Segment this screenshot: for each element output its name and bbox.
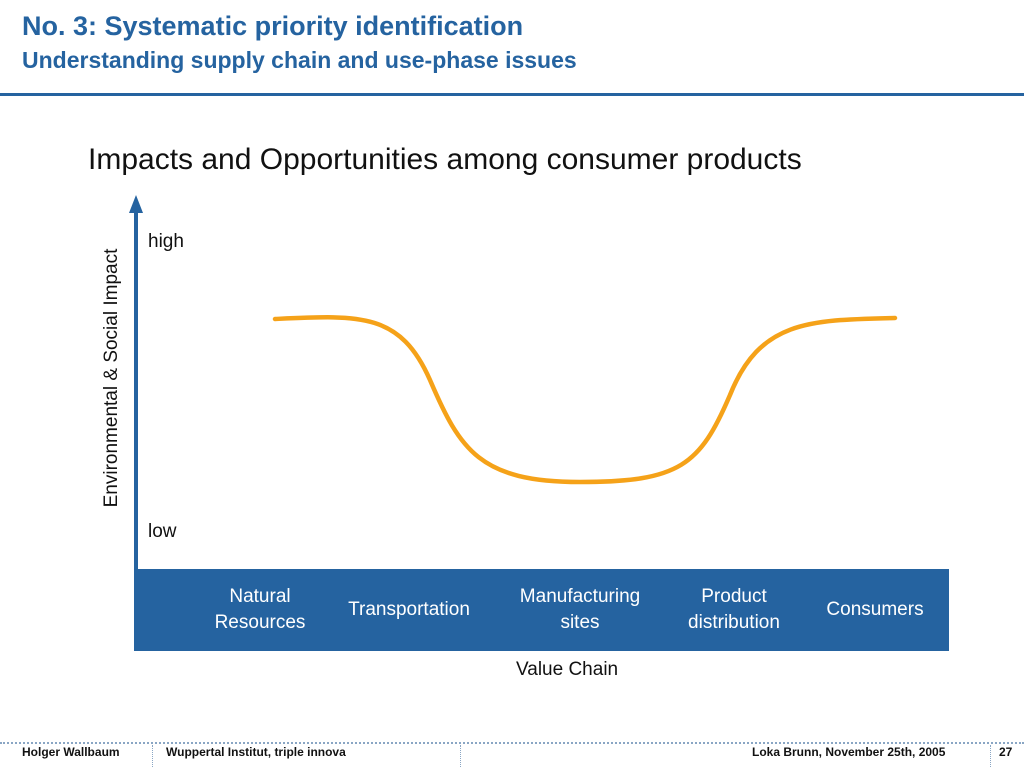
footer-organization: Wuppertal Institut, triple innova (166, 745, 346, 759)
stage-product-distribution: Product distribution (688, 586, 780, 633)
slide-title: No. 3: Systematic priority identificatio… (22, 11, 524, 41)
footer-separator (152, 745, 153, 767)
title-divider (0, 93, 1024, 96)
y-tick-high: high (148, 231, 184, 252)
stage-manufacturing-sites: Manufacturing sites (519, 586, 641, 633)
footer-author: Holger Wallbaum (22, 745, 120, 759)
slide-subtitle: Understanding supply chain and use-phase… (22, 47, 577, 73)
footer-divider (0, 742, 1024, 744)
footer-page-number: 27 (999, 745, 1013, 759)
y-axis-arrowhead (129, 195, 143, 213)
footer-separator (460, 745, 461, 767)
slide-title-block: No. 3: Systematic priority identificatio… (22, 10, 577, 74)
y-axis-label: Environmental & Social Impact (101, 248, 122, 508)
diagram-heading: Impacts and Opportunities among consumer… (88, 143, 802, 176)
y-axis-label-wrap: Environmental & Social Impact (92, 222, 132, 534)
stage-transportation: Transportation (348, 599, 470, 620)
y-tick-low: low (148, 521, 177, 542)
stage-natural-resources: Natural Resources (214, 586, 306, 633)
footer-separator (990, 745, 991, 767)
stage-consumers: Consumers (826, 599, 924, 620)
impact-curve (272, 315, 898, 485)
x-axis-label: Value Chain (516, 659, 619, 680)
value-chain-bar: Natural Resources Transportation Manufac… (134, 569, 949, 651)
footer-event: Loka Brunn, November 25th, 2005 (752, 745, 946, 759)
